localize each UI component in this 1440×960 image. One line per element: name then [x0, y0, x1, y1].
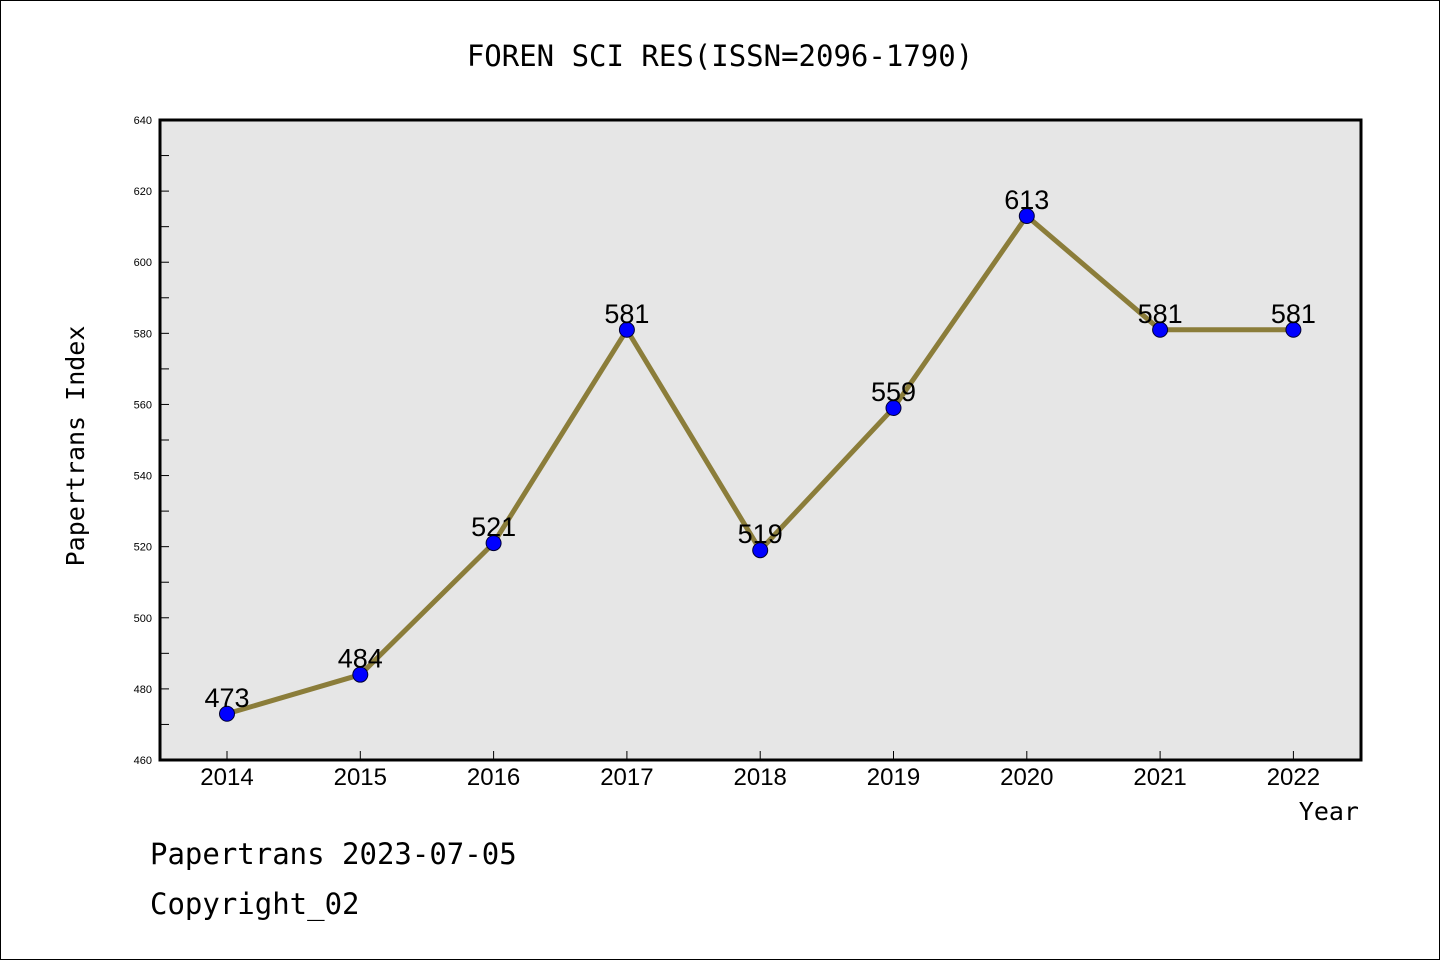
plot-area [158, 118, 1363, 762]
y-tick-label: 520 [134, 542, 152, 554]
x-tick-label: 2016 [467, 764, 520, 791]
footer-date: Papertrans 2023-07-05 [150, 837, 517, 871]
data-label: 473 [204, 683, 249, 713]
footer-copyright: Copyright_02 [150, 887, 360, 922]
x-tick-label: 2014 [200, 764, 253, 791]
x-axis-label: Year [1299, 797, 1359, 826]
y-tick-label: 580 [134, 328, 152, 340]
x-tick-label: 2015 [334, 764, 387, 791]
data-point [1285, 321, 1302, 338]
data-label: 519 [738, 519, 783, 549]
series-markers [219, 208, 1302, 722]
y-tick-label: 460 [134, 755, 152, 767]
y-tick-label: 600 [134, 257, 152, 269]
data-point [1152, 321, 1169, 338]
y-tick-label: 620 [134, 186, 152, 198]
data-label: 581 [604, 299, 649, 329]
y-axis: 460 480 500 520 540 560 580 600 620 640 [134, 115, 169, 767]
data-label: 559 [871, 377, 916, 407]
data-point [485, 535, 502, 552]
x-tick-label: 2020 [1000, 764, 1053, 791]
x-tick-label: 2021 [1133, 764, 1186, 791]
x-tick-label: 2018 [734, 764, 787, 791]
data-point [618, 321, 635, 338]
data-point [219, 705, 235, 722]
data-point [752, 542, 769, 559]
x-axis: 2014 2015 2016 2017 2018 2019 2020 2021 2022 [200, 751, 1320, 791]
data-label: 581 [1138, 299, 1183, 329]
data-point [1018, 208, 1035, 224]
data-label: 581 [1271, 299, 1316, 329]
chart-title: FOREN SCI RES(ISSN=2096-1790) [467, 39, 973, 73]
x-tick-label: 2019 [867, 764, 920, 791]
data-label: 484 [338, 644, 383, 674]
x-tick-label: 2017 [600, 764, 653, 791]
y-tick-label: 640 [134, 115, 152, 127]
y-tick-label: 540 [134, 471, 152, 483]
data-labels: 473 484 521 581 519 559 613 581 581 [204, 185, 1315, 713]
data-point [885, 400, 902, 416]
x-tick-label: 2022 [1267, 764, 1320, 791]
data-label: 521 [471, 512, 516, 542]
y-tick-label: 500 [134, 613, 152, 625]
data-label: 613 [1004, 185, 1049, 215]
data-point [352, 666, 369, 683]
y-tick-label: 560 [134, 399, 152, 411]
y-tick-label: 480 [134, 684, 152, 696]
y-axis-label: Papertrans Index [61, 326, 90, 567]
